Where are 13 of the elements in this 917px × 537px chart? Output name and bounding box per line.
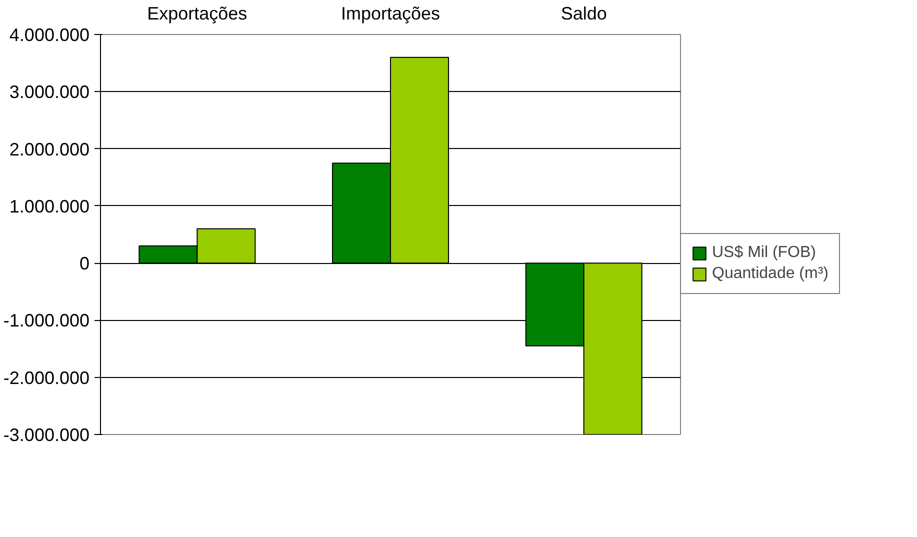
y-tick-label: -2.000.000 [3,368,90,388]
y-tick-label: 2.000.000 [9,139,90,160]
legend-label: Quantidade (m³) [712,265,828,283]
x-tick-label: Exportações [147,4,248,24]
legend-label: US$ Mil (FOB) [712,244,816,262]
y-tick-label: 4.000.000 [9,25,90,45]
y-tick-label: 0 [79,254,90,274]
y-tick-label: 3.000.000 [9,82,90,102]
x-tick-label: Saldo [560,4,607,24]
y-tick-label: -3.000.000 [3,425,90,445]
y-tick-label: 1.000.000 [9,196,90,216]
y-tick-label: -1.000.000 [3,310,90,331]
x-tick-label: Importações [340,4,440,24]
